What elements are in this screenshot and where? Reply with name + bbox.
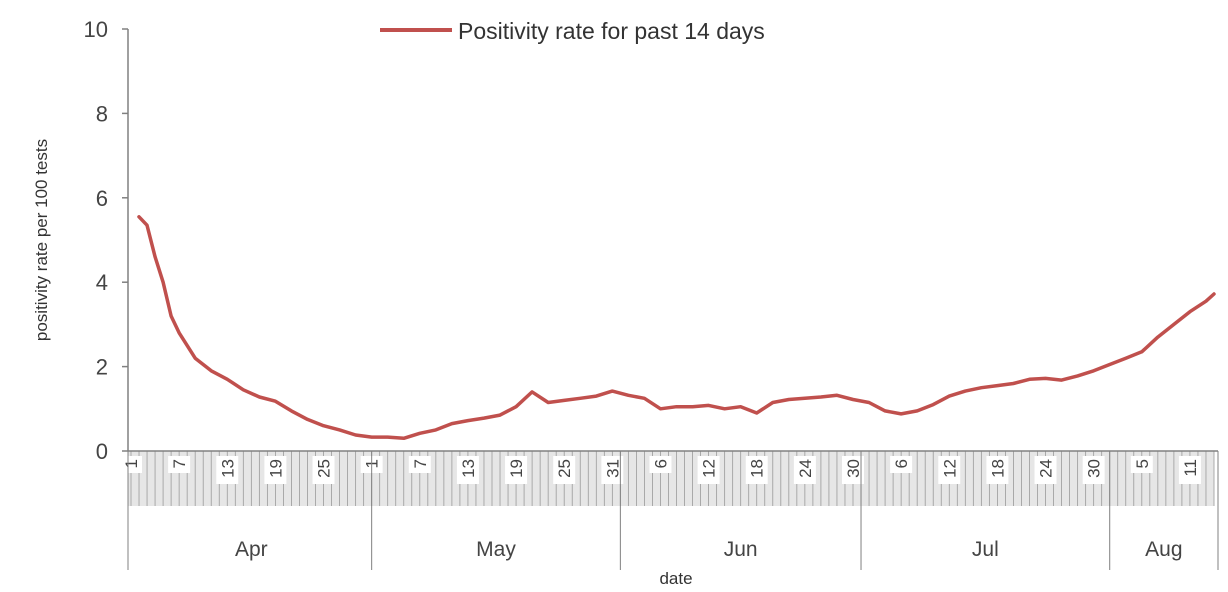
x-day-tick-label: 12	[940, 459, 959, 478]
x-day-tick-label: 11	[1181, 459, 1200, 477]
y-axis: 0 2 4 6 8 10	[84, 17, 129, 464]
day-label-bg	[649, 456, 672, 473]
x-month-label: Apr	[235, 538, 268, 561]
x-month-label: Jul	[972, 538, 999, 561]
series-group	[137, 215, 1216, 441]
x-day-tick-label: 13	[459, 459, 478, 478]
day-label-bg	[986, 456, 1009, 484]
legend: Positivity rate for past 14 days	[380, 18, 765, 44]
day-label-bg	[1082, 456, 1105, 484]
day-label-bg	[842, 456, 864, 484]
y-tick-label: 10	[84, 17, 108, 42]
legend-label: Positivity rate for past 14 days	[458, 18, 765, 44]
day-label-bg	[1034, 456, 1057, 484]
day-label-bg	[1178, 456, 1201, 484]
x-axis: 171319251713192531612182430612182430511A…	[120, 450, 1219, 570]
day-label-bg	[408, 456, 431, 473]
day-label-bg	[1130, 456, 1153, 473]
x-month-label: Aug	[1145, 538, 1182, 561]
x-day-tick-label: 6	[651, 459, 670, 468]
day-label-bg	[120, 456, 142, 473]
y-tick-label: 0	[96, 439, 108, 464]
x-day-tick-label: 7	[170, 459, 189, 468]
day-label-bg	[312, 456, 335, 484]
x-day-tick-label: 7	[411, 459, 430, 468]
y-tick-label: 2	[96, 355, 108, 380]
y-axis-title: positivity rate per 100 tests	[32, 139, 51, 341]
y-tick-label: 4	[96, 270, 108, 295]
day-label-bg	[216, 456, 239, 484]
x-day-tick-label: 19	[266, 459, 285, 478]
x-month-label: Jun	[724, 538, 758, 561]
day-label-bg	[890, 456, 913, 473]
x-month-label: May	[476, 538, 516, 561]
y-tick-label: 8	[96, 101, 108, 126]
series-line-positivity-rate	[137, 215, 1216, 441]
x-day-tick-label: 31	[603, 459, 622, 478]
x-day-tick-label: 1	[122, 459, 141, 468]
x-axis-title: date	[659, 569, 692, 588]
x-day-tick-label: 25	[315, 459, 334, 478]
x-day-tick-label: 24	[796, 459, 815, 478]
x-day-tick-label: 30	[844, 459, 863, 478]
day-label-bg	[793, 456, 816, 484]
day-label-bg	[697, 456, 720, 484]
x-day-tick-label: 13	[218, 459, 237, 478]
x-day-tick-label: 12	[700, 459, 719, 478]
day-label-bg	[553, 456, 576, 484]
day-label-bg	[264, 456, 287, 484]
x-day-tick-label: 19	[507, 459, 526, 478]
day-label-bg	[168, 456, 191, 473]
x-day-tick-label: 18	[748, 459, 767, 478]
day-label-bg	[745, 456, 768, 484]
day-label-bg	[505, 456, 528, 484]
x-day-tick-label: 18	[988, 459, 1007, 478]
x-day-tick-label: 5	[1133, 459, 1152, 468]
x-day-tick-label: 6	[892, 459, 911, 468]
x-day-tick-label: 25	[555, 459, 574, 478]
day-label-bg	[938, 456, 961, 484]
x-day-tick-label: 24	[1037, 459, 1056, 478]
day-label-bg	[456, 456, 479, 484]
y-tick-label: 6	[96, 186, 108, 211]
day-label-bg	[601, 456, 624, 484]
x-day-tick-label: 30	[1085, 459, 1104, 478]
